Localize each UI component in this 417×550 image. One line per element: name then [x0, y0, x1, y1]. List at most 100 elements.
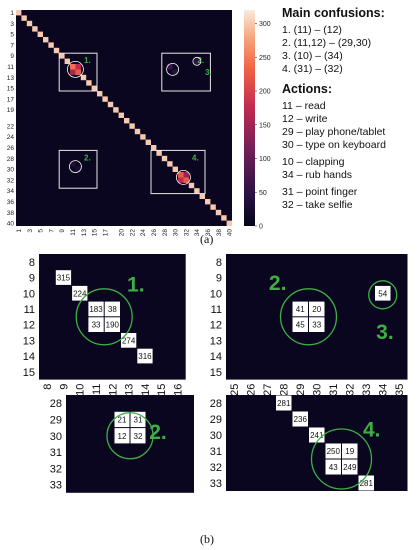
value-label: 12	[118, 432, 127, 441]
diagonal-cell	[221, 215, 227, 221]
colorbar-tick-label: 0	[259, 224, 263, 231]
ytick-label: 32	[50, 463, 62, 475]
confusion-item: 3. (10) – (34)	[282, 50, 343, 62]
ytick-label: 22	[7, 123, 15, 130]
xtick-label: 15	[92, 229, 99, 237]
value-label: 54	[378, 289, 387, 298]
highlight-circle	[75, 288, 133, 346]
diagonal-cell	[124, 118, 130, 124]
xtick-label: 1	[16, 229, 23, 233]
ytick-label: 10	[210, 288, 222, 300]
value-label: 38	[108, 305, 117, 314]
highlight-circle	[106, 412, 154, 460]
value-cell	[88, 317, 104, 332]
diagonal-cell	[32, 26, 38, 32]
highlight-circle	[368, 280, 398, 310]
ytick-label: 9	[216, 273, 222, 285]
xtick-label: 35	[394, 384, 406, 396]
value-label: 33	[92, 321, 101, 330]
xtick-label: 22	[129, 229, 136, 237]
circle-label-3: 3.	[205, 68, 212, 77]
confusion-cell	[178, 172, 184, 178]
value-label: 20	[312, 305, 321, 314]
ytick-label: 15	[23, 367, 35, 379]
action-item: 29 – play phone/tablet	[282, 126, 386, 138]
diagonal-cell	[134, 128, 141, 135]
zoom-panel-b3: 21 31 12 32 28 29 30 31 32 33	[50, 395, 194, 493]
ytick-label: 12	[210, 320, 222, 332]
zoom-annotation: 4.	[363, 419, 381, 442]
value-label: 236	[294, 415, 308, 424]
value-label: 281	[277, 399, 291, 408]
ytick-label: 36	[7, 199, 15, 206]
diagonal-cell	[215, 209, 222, 216]
action-item: 11 – read	[282, 100, 326, 112]
diagonal-cell	[64, 58, 70, 64]
diagonal-cell	[48, 42, 54, 48]
ytick-label: 32	[7, 177, 15, 184]
ytick-label: 31	[210, 446, 222, 458]
ytick-label: 11	[24, 304, 35, 316]
value-label: 41	[296, 305, 305, 314]
value-label: 190	[106, 321, 120, 330]
value-cell	[292, 411, 308, 427]
ytick-label: 30	[210, 430, 222, 442]
xtick-label: 16	[173, 384, 185, 396]
ytick-label: 14	[210, 351, 222, 363]
ytick-label: 30	[7, 167, 15, 174]
value-label: 274	[122, 336, 136, 345]
confusion-cell	[194, 58, 200, 64]
confusion-cell	[75, 69, 81, 75]
colorbar-tick-label: 250	[259, 55, 271, 62]
diagonal-cell	[188, 182, 195, 189]
colorbar-tick-label: 300	[259, 21, 271, 28]
value-cell	[104, 317, 120, 332]
xtick-label: 29	[295, 384, 307, 396]
diagonal-cell	[205, 199, 211, 205]
highlight-circle	[69, 160, 82, 174]
ytick-label: 7	[10, 42, 14, 49]
diagonal-cell	[16, 10, 22, 16]
value-label: 241	[310, 431, 324, 440]
action-item: 10 – clapping	[282, 156, 345, 168]
xtick-label: 9	[59, 229, 66, 233]
confusion-cell	[183, 177, 189, 183]
diagonal-cell	[91, 85, 97, 91]
diagonal-cell	[129, 123, 135, 129]
highlight-box	[161, 52, 211, 92]
highlight-box	[58, 149, 98, 189]
zoom-annotation: 2.	[269, 272, 287, 295]
value-label: 281	[360, 479, 374, 488]
highlight-circle	[192, 56, 202, 66]
xtick-label: 24	[140, 229, 147, 237]
ytick-label: 10	[23, 288, 35, 300]
value-label: 224	[73, 289, 87, 298]
value-cell	[358, 475, 374, 491]
value-label: 21	[118, 415, 127, 424]
diagonal-cell	[53, 47, 60, 54]
value-label: 250	[327, 447, 341, 456]
confusion-cell	[178, 177, 184, 183]
ytick-label: 13	[7, 75, 15, 82]
diagonal-cell	[59, 53, 65, 59]
xtick-label: 26	[246, 384, 258, 396]
value-cell	[114, 428, 130, 444]
confusion-item: 1. (11) – (12)	[282, 24, 342, 36]
zoom-annotation: 3.	[376, 321, 394, 344]
value-cell	[292, 317, 308, 332]
diagonal-cell	[37, 31, 43, 37]
diagonal-cell	[113, 107, 119, 113]
confusion-cell	[75, 166, 81, 172]
xtick-label: 10	[75, 384, 87, 396]
confusion-item: 2. (11,12) – (29,30)	[282, 37, 372, 49]
ytick-label: 29	[50, 414, 62, 426]
xtick-label: 5	[38, 229, 45, 233]
value-cell	[88, 301, 104, 317]
highlight-circle	[67, 61, 84, 78]
ytick-label: 9	[29, 273, 35, 285]
confusion-item: 4. (31) – (32)	[282, 63, 343, 75]
diagonal-cell	[86, 80, 92, 86]
highlight-box	[150, 149, 206, 195]
